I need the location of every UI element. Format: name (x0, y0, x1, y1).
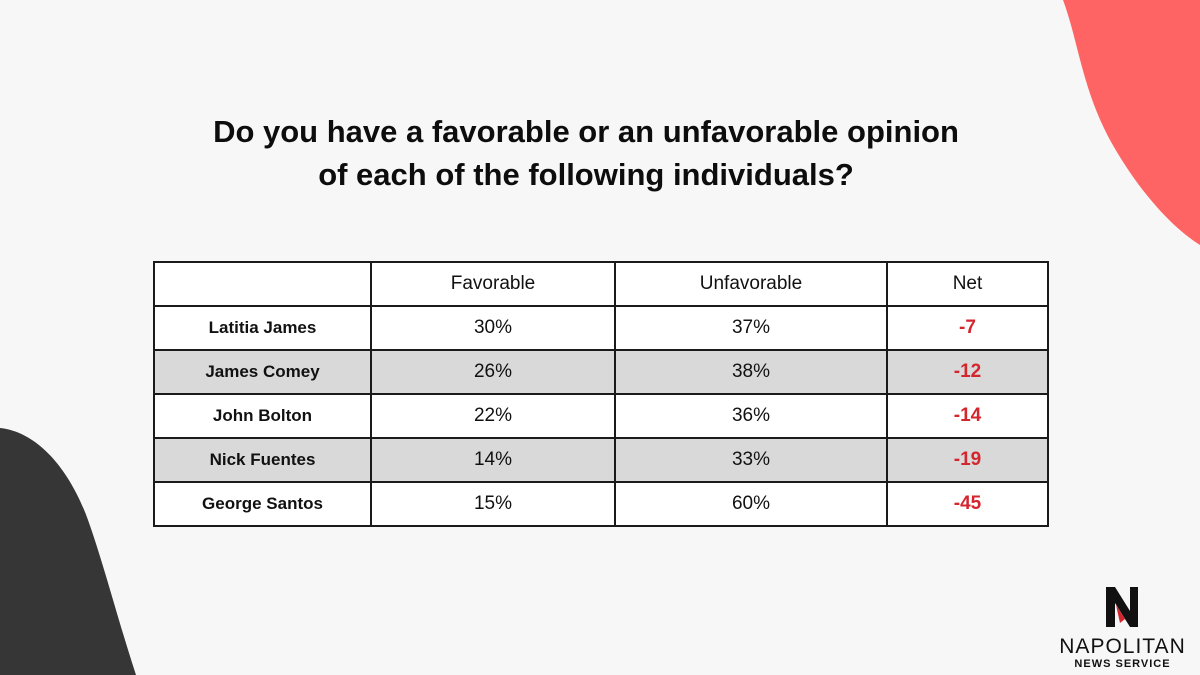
table-row: James Comey 26% 38% -12 (153, 349, 1049, 395)
table-row: Nick Fuentes 14% 33% -19 (153, 437, 1049, 483)
napolitan-n-icon (1106, 587, 1138, 627)
question-title-line-2: of each of the following individuals? (318, 157, 854, 192)
table-header-row: Favorable Unfavorable Net (153, 261, 1049, 307)
favorable-value: 14% (370, 437, 616, 483)
favorable-value: 26% (370, 349, 616, 395)
person-name: George Santos (153, 481, 372, 527)
person-name: Latitia James (153, 305, 372, 351)
favorable-value: 15% (370, 481, 616, 527)
header-cell-net: Net (886, 261, 1049, 307)
unfavorable-value: 60% (614, 481, 888, 527)
favorable-value: 30% (370, 305, 616, 351)
unfavorable-value: 36% (614, 393, 888, 439)
unfavorable-value: 38% (614, 349, 888, 395)
header-cell-blank (153, 261, 372, 307)
person-name: James Comey (153, 349, 372, 395)
unfavorable-value: 37% (614, 305, 888, 351)
net-value: -45 (886, 481, 1049, 527)
logo-subtitle: NEWS SERVICE (1074, 658, 1171, 670)
person-name: Nick Fuentes (153, 437, 372, 483)
favorable-value: 22% (370, 393, 616, 439)
person-name: John Bolton (153, 393, 372, 439)
dark-corner-blob (0, 428, 136, 675)
header-cell-unfavorable: Unfavorable (614, 261, 888, 307)
table-row: George Santos 15% 60% -45 (153, 481, 1049, 527)
net-value: -12 (886, 349, 1049, 395)
question-title-line-1: Do you have a favorable or an unfavorabl… (213, 114, 959, 149)
logo-name: NAPOLITAN (1059, 635, 1186, 658)
unfavorable-value: 33% (614, 437, 888, 483)
net-value: -7 (886, 305, 1049, 351)
header-cell-favorable: Favorable (370, 261, 616, 307)
net-value: -19 (886, 437, 1049, 483)
table-row: Latitia James 30% 37% -7 (153, 305, 1049, 351)
coral-corner-blob (1063, 0, 1200, 245)
net-value: -14 (886, 393, 1049, 439)
favorability-table: Favorable Unfavorable Net Latitia James … (153, 261, 1049, 527)
question-title: Do you have a favorable or an unfavorabl… (0, 110, 1172, 196)
table-row: John Bolton 22% 36% -14 (153, 393, 1049, 439)
